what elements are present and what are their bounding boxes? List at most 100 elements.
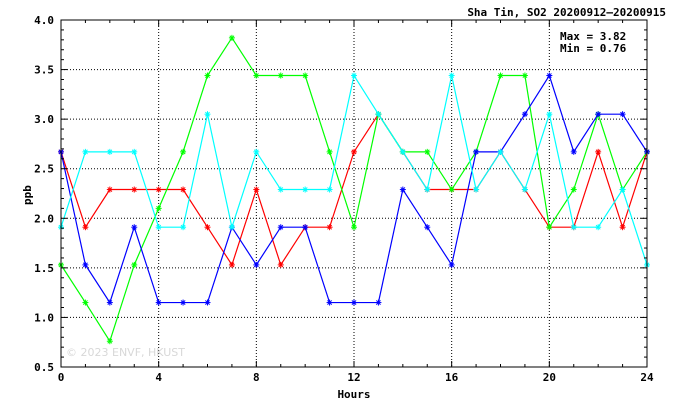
data-point <box>473 148 480 155</box>
data-point <box>253 186 260 193</box>
data-point <box>228 34 235 41</box>
data-point <box>595 111 602 118</box>
data-point <box>277 224 284 231</box>
data-point <box>106 338 113 345</box>
y-tick-label: 4.0 <box>34 14 54 27</box>
data-point <box>204 224 211 231</box>
x-axis-label: Hours <box>337 388 370 401</box>
data-point <box>204 299 211 306</box>
data-point <box>253 72 260 79</box>
data-point <box>302 72 309 79</box>
y-tick-label: 2.5 <box>34 163 54 176</box>
series-2 <box>58 34 650 345</box>
data-point <box>82 299 89 306</box>
series-4 <box>58 72 650 268</box>
y-axis-label: ppb <box>21 185 34 205</box>
watermark-text: © 2023 ENVF, HKUST <box>66 346 185 359</box>
data-point <box>180 148 187 155</box>
data-point <box>302 224 309 231</box>
max-annotation: Max = 3.82 <box>560 30 626 43</box>
data-point <box>106 299 113 306</box>
data-point <box>521 111 528 118</box>
data-point <box>155 186 162 193</box>
data-point <box>521 186 528 193</box>
data-point <box>497 148 504 155</box>
data-point <box>326 186 333 193</box>
data-point <box>424 186 431 193</box>
data-point <box>131 224 138 231</box>
data-point <box>595 224 602 231</box>
data-point <box>521 72 528 79</box>
data-point <box>570 148 577 155</box>
data-point <box>351 148 357 155</box>
data-point <box>155 299 162 306</box>
x-tick-label: 4 <box>155 371 162 384</box>
data-point <box>473 186 480 193</box>
data-point <box>253 261 260 268</box>
data-point <box>351 72 357 79</box>
x-tick-label: 20 <box>543 371 556 384</box>
y-tick-label: 1.0 <box>34 311 54 324</box>
data-point <box>131 261 138 268</box>
data-point <box>399 186 406 193</box>
data-point <box>424 224 431 231</box>
data-point <box>546 111 553 118</box>
data-point <box>351 299 357 306</box>
data-point <box>204 111 211 118</box>
x-tick-label: 24 <box>640 371 654 384</box>
data-point <box>228 261 235 268</box>
data-point <box>546 224 553 231</box>
data-point <box>375 111 382 118</box>
data-point <box>106 148 113 155</box>
x-tick-label: 0 <box>58 371 65 384</box>
data-point <box>326 299 333 306</box>
y-tick-label: 2.0 <box>34 212 54 225</box>
data-point <box>82 261 89 268</box>
data-point <box>131 186 138 193</box>
data-point <box>619 224 626 231</box>
data-point <box>180 186 187 193</box>
data-point <box>326 224 333 231</box>
data-point <box>204 72 211 79</box>
data-point <box>326 148 333 155</box>
data-point <box>180 299 187 306</box>
data-point <box>375 299 382 306</box>
series-lines <box>58 34 650 345</box>
data-point <box>106 186 113 193</box>
data-point <box>424 148 431 155</box>
data-point <box>546 72 553 79</box>
data-point <box>155 205 162 212</box>
data-point <box>253 148 260 155</box>
data-point <box>448 186 455 193</box>
data-point <box>399 148 406 155</box>
data-point <box>570 224 577 231</box>
y-tick-label: 0.5 <box>34 361 54 374</box>
x-tick-label: 8 <box>253 371 260 384</box>
data-point <box>595 148 602 155</box>
y-tick-label: 3.0 <box>34 113 54 126</box>
chart-title: Sha Tin, SO2 20200912–20200915 <box>467 6 666 19</box>
axis-ticks: 0 4 8 12 16 20 24 0.5 1.0 1.5 2.0 2.5 3.0 3.5 4.0 <box>34 14 654 384</box>
data-point <box>619 111 626 118</box>
data-point <box>570 186 577 193</box>
data-point <box>82 148 89 155</box>
data-point <box>448 261 455 268</box>
data-point <box>619 186 626 193</box>
y-tick-label: 1.5 <box>34 262 54 275</box>
x-tick-label: 16 <box>445 371 459 384</box>
data-point <box>228 224 235 231</box>
data-point <box>277 261 284 268</box>
data-point <box>277 72 284 79</box>
data-point <box>497 72 504 79</box>
min-annotation: Min = 0.76 <box>560 42 627 55</box>
data-point <box>82 224 89 231</box>
data-point <box>131 148 138 155</box>
data-point <box>277 186 284 193</box>
data-point <box>180 224 187 231</box>
data-point <box>302 186 309 193</box>
data-point <box>351 224 357 231</box>
data-point <box>155 224 162 231</box>
x-tick-label: 12 <box>347 371 360 384</box>
y-tick-label: 3.5 <box>34 64 54 77</box>
